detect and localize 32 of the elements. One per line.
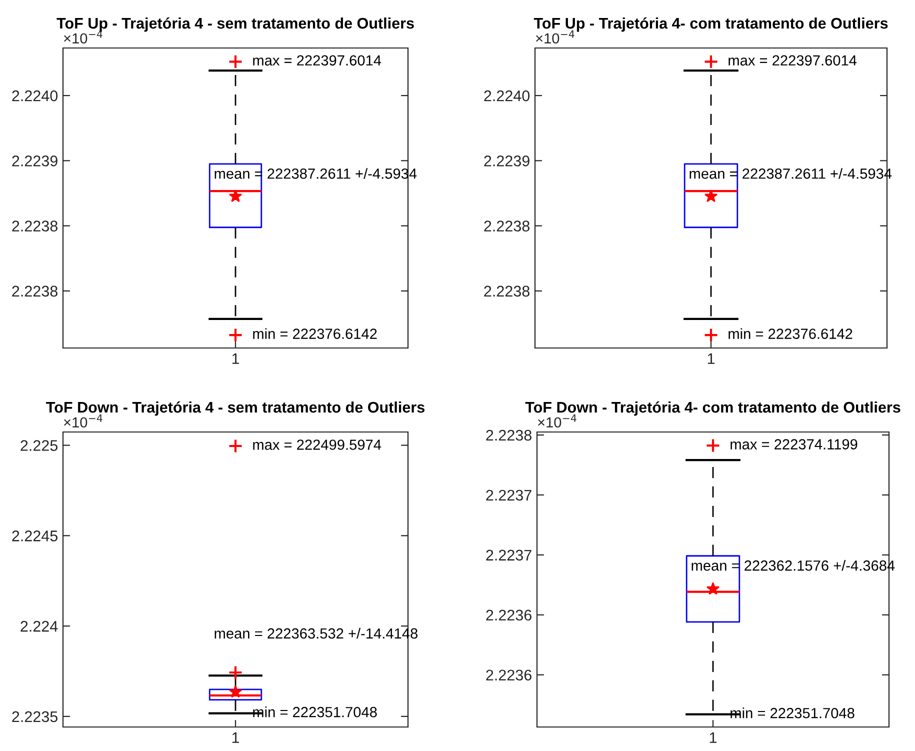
y-tick-label: 2.2237 — [486, 490, 532, 501]
y-tick-label: 2.2236 — [486, 670, 532, 681]
y-tick-label: 2.2238 — [484, 220, 530, 232]
x-tick-label: 1 — [708, 353, 715, 364]
annotation: max = 222374.1199 — [730, 439, 858, 450]
annotation: max = 222397.6014 — [728, 55, 857, 66]
y-tick-label: 2.2240 — [12, 90, 58, 102]
y-tick-label: 2.225 — [20, 440, 58, 451]
x-tick-label: 1 — [710, 732, 717, 743]
y-tick-label: 2.2238 — [486, 430, 532, 441]
y-tick-label: 2.2239 — [12, 156, 58, 166]
x-tick-label: 1 — [232, 732, 240, 743]
y-tick-label: 2.2235 — [12, 711, 58, 722]
y-tick-label: 2.2237 — [486, 550, 532, 561]
chart-title: ToF Up - Trajetória 4 - sem tratamento de Outliers — [56, 17, 414, 32]
chart-title: ToF Up - Trajetória 4- com tratamento de Outliers — [534, 17, 888, 32]
y-tick-label: 2.224 — [20, 620, 58, 632]
y-tick-label: 2.2240 — [484, 90, 530, 102]
annotation: min = 222376.6142 — [253, 328, 377, 339]
text: ×10$^{−4}$ — [538, 414, 576, 428]
y-tick-label: 2.2238 — [12, 286, 58, 297]
y-tick-label: 2.2236 — [486, 610, 532, 621]
y-tick-label: 2.2239 — [484, 156, 530, 166]
annotation: min = 222376.6142 — [728, 328, 852, 339]
y-tick-label: 2.2238 — [12, 220, 58, 232]
text: ×10$^{−4}$ — [536, 30, 574, 44]
y-tick-label: 2.2245 — [12, 530, 58, 542]
annotation: max = 222397.6014 — [253, 55, 382, 66]
x-tick-label: 1 — [232, 353, 240, 364]
y-tick-label: 2.2238 — [484, 286, 530, 297]
text: ×10$^{−4}$ — [64, 414, 102, 428]
annotation: max = 222499.5974 — [253, 440, 382, 450]
